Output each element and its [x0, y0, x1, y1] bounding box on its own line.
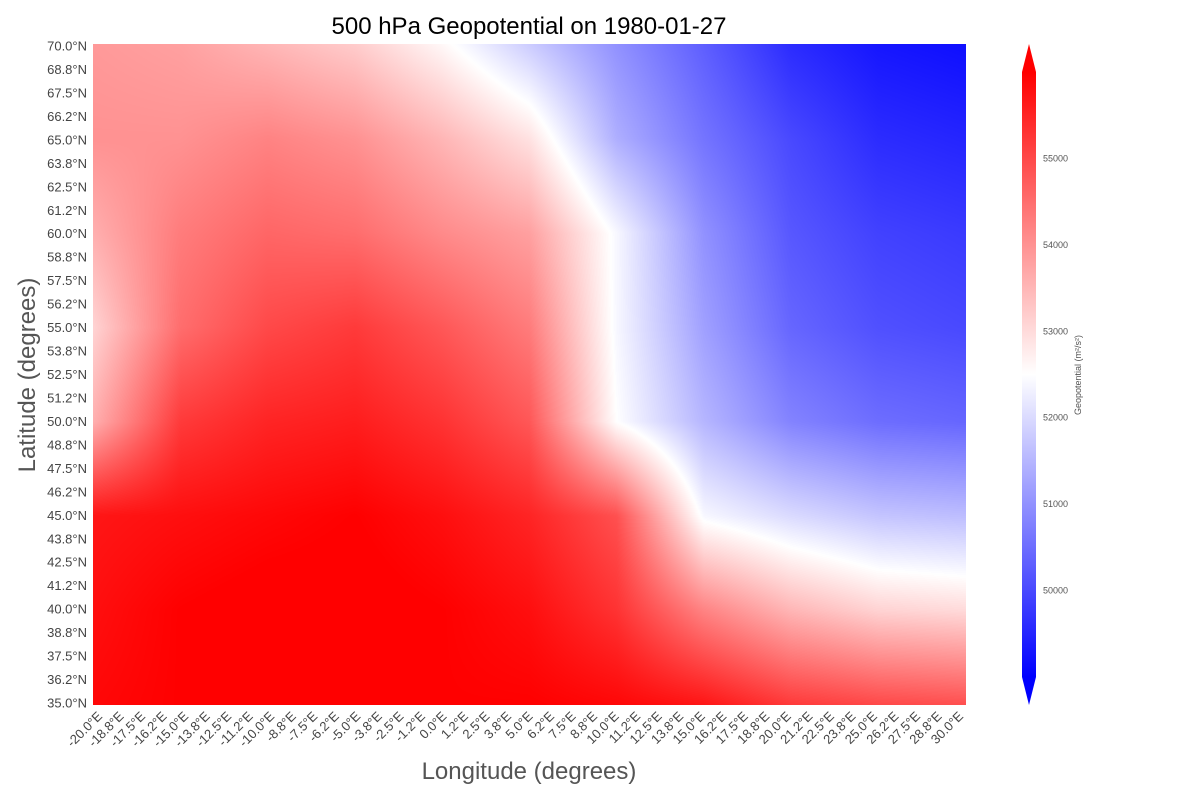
colorbar-label: Geopotential (m²/s²) [1073, 335, 1083, 415]
y-tick-label: 45.0°N [47, 508, 87, 523]
y-tick-label: 48.8°N [47, 437, 87, 452]
heatmap-plot-area [93, 44, 966, 705]
chart-title: 500 hPa Geopotential on 1980-01-27 [332, 13, 727, 40]
y-tick-label: 65.0°N [47, 132, 87, 147]
y-tick-label: 46.2°N [47, 484, 87, 499]
y-tick-label: 63.8°N [47, 156, 87, 171]
colorbar-ticks: 50000 51000 52000 53000 54000 55000 [1043, 153, 1068, 595]
y-tick-label: 38.8°N [47, 625, 87, 640]
colorbar-tick-label: 55000 [1043, 153, 1068, 163]
y-tick-label: 52.5°N [47, 367, 87, 382]
colorbar-extend-low [1022, 677, 1036, 705]
x-axis-ticks: -20.0°E-18.8°E-17.5°E-16.2°E-15.0°E-13.8… [64, 708, 967, 750]
colorbar-extend-high [1022, 44, 1036, 72]
y-axis-label: Latitude (degrees) [14, 278, 41, 473]
colorbar-gradient [1022, 72, 1036, 677]
y-tick-label: 35.0°N [47, 696, 87, 711]
colorbar-tick-label: 54000 [1043, 240, 1068, 250]
y-tick-label: 57.5°N [47, 273, 87, 288]
y-tick-label: 55.0°N [47, 320, 87, 335]
y-tick-label: 42.5°N [47, 555, 87, 570]
y-tick-label: 53.8°N [47, 344, 87, 359]
y-tick-label: 66.2°N [47, 109, 87, 124]
y-tick-label: 51.2°N [47, 390, 87, 405]
y-tick-label: 40.0°N [47, 602, 87, 617]
y-tick-label: 47.5°N [47, 461, 87, 476]
y-tick-label: 67.5°N [47, 85, 87, 100]
y-tick-label: 68.8°N [47, 62, 87, 77]
y-tick-label: 58.8°N [47, 250, 87, 265]
y-tick-label: 36.2°N [47, 672, 87, 687]
colorbar-tick-label: 53000 [1043, 326, 1068, 336]
y-tick-label: 37.5°N [47, 649, 87, 664]
y-tick-label: 43.8°N [47, 531, 87, 546]
x-axis-label: Longitude (degrees) [422, 758, 637, 785]
y-tick-label: 50.0°N [47, 414, 87, 429]
y-tick-label: 70.0°N [47, 39, 87, 54]
y-tick-label: 61.2°N [47, 203, 87, 218]
y-tick-label: 56.2°N [47, 297, 87, 312]
y-tick-label: 41.2°N [47, 578, 87, 593]
colorbar [1022, 44, 1036, 705]
colorbar-tick-label: 50000 [1043, 586, 1068, 596]
colorbar-tick-label: 51000 [1043, 499, 1068, 509]
y-axis-ticks: 70.0°N 68.8°N 67.5°N 66.2°N 65.0°N 63.8°N 62.5… [47, 39, 87, 711]
y-tick-label: 60.0°N [47, 226, 87, 241]
colorbar-tick-label: 52000 [1043, 413, 1068, 423]
y-tick-label: 62.5°N [47, 179, 87, 194]
